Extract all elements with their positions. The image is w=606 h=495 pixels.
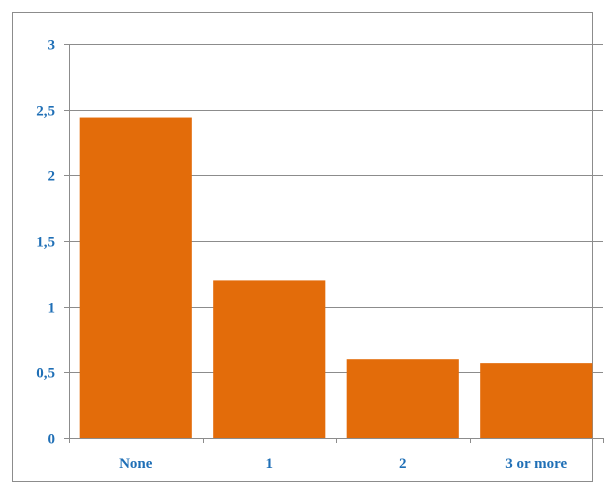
x-tick-label: 3 or more (505, 456, 567, 472)
y-tick-label: 0 (48, 432, 56, 448)
x-tick-label: 2 (399, 456, 407, 472)
axes (64, 44, 604, 443)
bar-3 (480, 363, 593, 438)
y-tick-label: 0,5 (36, 366, 55, 382)
y-tick-label: 1 (48, 301, 56, 317)
x-tick-label: 1 (266, 456, 274, 472)
bar-0 (79, 117, 192, 439)
bar-1 (213, 280, 326, 438)
y-tick-label: 2 (48, 169, 56, 185)
bar-2 (346, 359, 459, 438)
y-tick-label: 3 (48, 38, 56, 54)
x-tick-labels: None 1 2 3 or more (119, 456, 567, 472)
y-tick-label: 2,5 (36, 104, 55, 120)
y-tick-label: 1,5 (36, 235, 55, 251)
bars (79, 117, 593, 439)
y-tick-labels: 0 0,5 1 1,5 2 2,5 3 (36, 38, 55, 448)
x-tick-label: None (119, 456, 153, 472)
